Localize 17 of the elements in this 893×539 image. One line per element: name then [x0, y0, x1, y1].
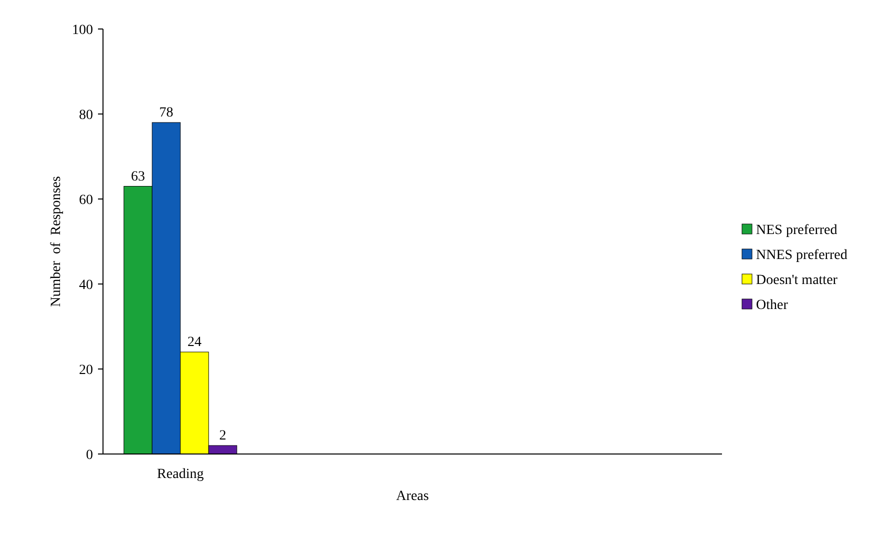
data-label: 78: [159, 106, 174, 120]
x-tick-label: Reading: [157, 467, 204, 482]
data-label: 24: [187, 335, 202, 350]
y-tick-label: 80: [79, 108, 93, 123]
legend-label: Other: [756, 298, 788, 313]
x-axis-title: Areas: [396, 489, 429, 504]
data-label: 2: [219, 428, 226, 444]
legend-label: NNES preferred: [756, 248, 848, 263]
legend-label: NES preferred: [756, 222, 838, 238]
y-tick-label: 0: [86, 448, 93, 463]
y-tick-label: 100: [72, 22, 93, 38]
y-axis-title: Number of Responses: [49, 176, 64, 307]
y-tick-label: 60: [79, 192, 93, 208]
y-tick-label: 40: [79, 278, 93, 293]
legend-label: Doesn't matter: [756, 272, 838, 288]
y-tick-label: 20: [79, 362, 93, 378]
data-label: 63: [131, 169, 146, 184]
